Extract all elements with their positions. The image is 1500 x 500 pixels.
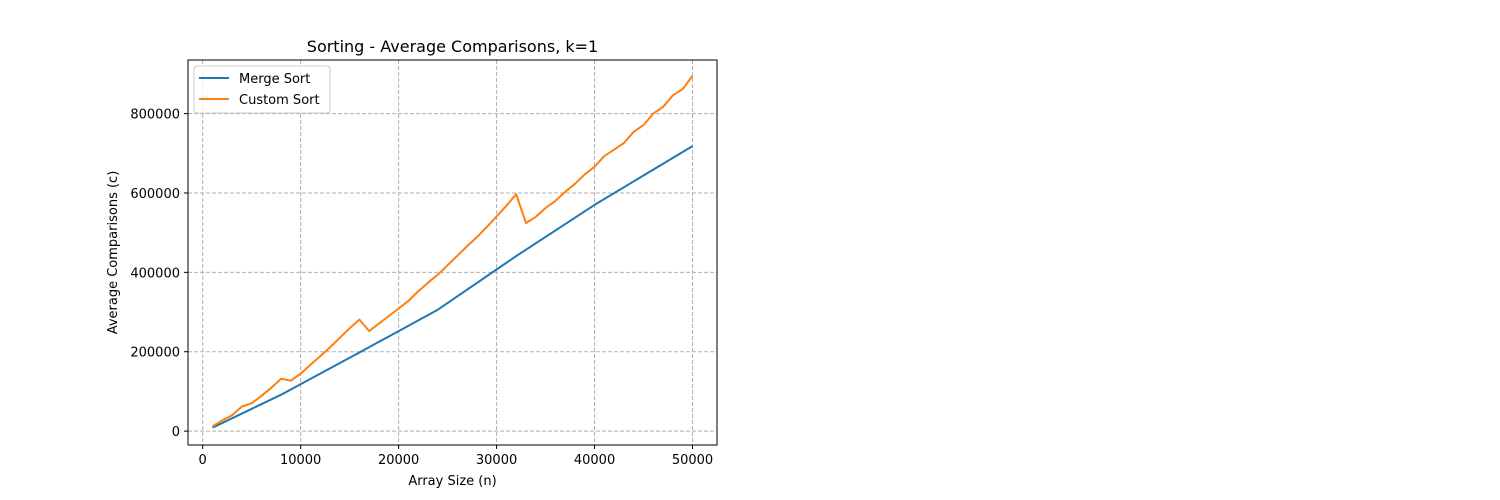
chart-title: Sorting - Average Comparisons, k=1 [307, 37, 598, 56]
y-axis-ticks: 0 200000 400000 600000 800000 [130, 108, 188, 440]
plot-area-background [188, 60, 717, 445]
y-tick-label: 0 [172, 425, 180, 440]
y-tick-label: 200000 [130, 346, 180, 361]
legend: Merge Sort Custom Sort [193, 65, 331, 114]
series-lines [211, 75, 694, 429]
x-tick-label: 0 [199, 453, 207, 468]
grid-lines [188, 60, 717, 445]
y-axis-title: Average Comparisons (c) [106, 171, 121, 335]
x-tick-label: 50000 [672, 453, 713, 468]
series-line-merge-sort [212, 145, 694, 429]
plot-frame [187, 59, 718, 446]
y-tick-label: 800000 [130, 108, 180, 123]
y-tick-label: 600000 [130, 187, 180, 202]
x-tick-label: 40000 [574, 453, 615, 468]
y-tick-label: 400000 [130, 266, 180, 281]
x-axis-ticks: 0 10000 20000 30000 40000 50000 [199, 445, 713, 468]
series-line-custom-sort [211, 75, 694, 428]
legend-label-custom-sort: Custom Sort [239, 93, 320, 108]
x-tick-label: 20000 [378, 453, 419, 468]
x-tick-label: 30000 [476, 453, 517, 468]
x-axis-title: Array Size (n) [408, 474, 496, 489]
x-tick-label: 10000 [280, 453, 321, 468]
legend-label-merge-sort: Merge Sort [239, 72, 310, 87]
